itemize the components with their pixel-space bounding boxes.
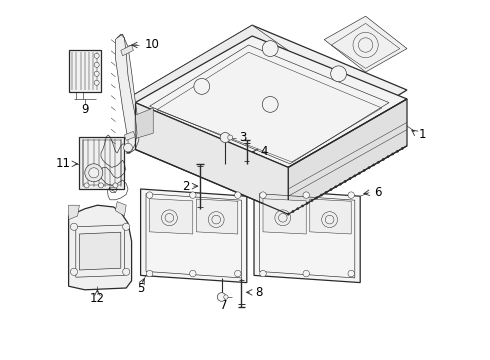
Polygon shape: [79, 137, 124, 189]
Text: 5: 5: [137, 282, 144, 295]
Text: 4: 4: [261, 145, 268, 158]
Text: 3: 3: [240, 131, 247, 144]
Polygon shape: [116, 202, 126, 216]
Circle shape: [190, 192, 196, 198]
Circle shape: [401, 148, 403, 150]
Text: 8: 8: [255, 286, 263, 299]
Circle shape: [262, 41, 278, 57]
Circle shape: [340, 183, 342, 185]
Polygon shape: [130, 25, 288, 162]
Text: 9: 9: [81, 103, 89, 116]
Circle shape: [147, 270, 153, 277]
Polygon shape: [324, 16, 407, 72]
Circle shape: [344, 180, 346, 183]
Circle shape: [335, 186, 337, 188]
Polygon shape: [69, 205, 132, 290]
Circle shape: [194, 78, 210, 94]
Circle shape: [71, 268, 77, 275]
Circle shape: [363, 169, 366, 171]
Polygon shape: [135, 36, 407, 167]
Circle shape: [331, 66, 346, 82]
Polygon shape: [121, 45, 133, 56]
Circle shape: [122, 223, 130, 230]
Circle shape: [387, 156, 389, 158]
Circle shape: [306, 202, 308, 204]
Circle shape: [382, 158, 384, 161]
Circle shape: [373, 164, 375, 166]
Polygon shape: [254, 189, 360, 283]
Polygon shape: [263, 199, 306, 234]
Text: 7: 7: [220, 299, 227, 312]
Polygon shape: [196, 199, 238, 234]
Circle shape: [228, 135, 233, 140]
Circle shape: [113, 183, 118, 188]
Circle shape: [354, 175, 356, 177]
Polygon shape: [310, 199, 351, 234]
Circle shape: [262, 96, 278, 112]
Text: 1: 1: [419, 129, 426, 141]
Circle shape: [301, 205, 303, 207]
Circle shape: [94, 80, 99, 85]
Circle shape: [224, 295, 228, 299]
Circle shape: [123, 143, 132, 152]
Polygon shape: [135, 103, 288, 214]
Circle shape: [320, 194, 322, 196]
Circle shape: [325, 191, 327, 193]
Circle shape: [235, 270, 241, 277]
Circle shape: [287, 213, 289, 215]
Circle shape: [392, 153, 394, 155]
Text: 11: 11: [55, 157, 71, 170]
Polygon shape: [130, 25, 407, 162]
Circle shape: [296, 208, 299, 210]
Circle shape: [220, 132, 230, 143]
Circle shape: [94, 71, 99, 76]
Circle shape: [94, 53, 99, 58]
Circle shape: [348, 270, 354, 277]
Circle shape: [377, 161, 380, 163]
Text: 6: 6: [374, 186, 381, 199]
Polygon shape: [141, 189, 247, 283]
Polygon shape: [288, 99, 407, 214]
Polygon shape: [69, 50, 101, 92]
Circle shape: [311, 199, 313, 202]
Polygon shape: [135, 108, 153, 139]
Polygon shape: [79, 232, 121, 270]
Circle shape: [260, 270, 266, 277]
Circle shape: [303, 270, 310, 277]
Circle shape: [94, 62, 99, 67]
Circle shape: [303, 192, 310, 198]
Circle shape: [348, 192, 354, 198]
Polygon shape: [149, 199, 193, 234]
Circle shape: [71, 223, 77, 230]
Circle shape: [190, 270, 196, 277]
Circle shape: [122, 268, 130, 275]
Circle shape: [89, 168, 99, 178]
Circle shape: [396, 150, 398, 152]
Circle shape: [368, 167, 370, 169]
Circle shape: [85, 164, 103, 182]
Polygon shape: [69, 205, 79, 220]
Circle shape: [358, 172, 361, 174]
Circle shape: [260, 192, 266, 198]
Circle shape: [84, 183, 89, 188]
Polygon shape: [116, 34, 139, 153]
Text: 12: 12: [90, 292, 105, 305]
Circle shape: [235, 192, 241, 198]
Circle shape: [349, 177, 351, 180]
Circle shape: [147, 192, 153, 198]
Circle shape: [217, 293, 226, 301]
Polygon shape: [124, 131, 135, 140]
Circle shape: [292, 210, 294, 212]
Circle shape: [330, 189, 332, 191]
Circle shape: [98, 183, 103, 188]
Text: 2: 2: [182, 180, 189, 193]
Text: 10: 10: [144, 39, 159, 51]
Circle shape: [316, 197, 318, 199]
